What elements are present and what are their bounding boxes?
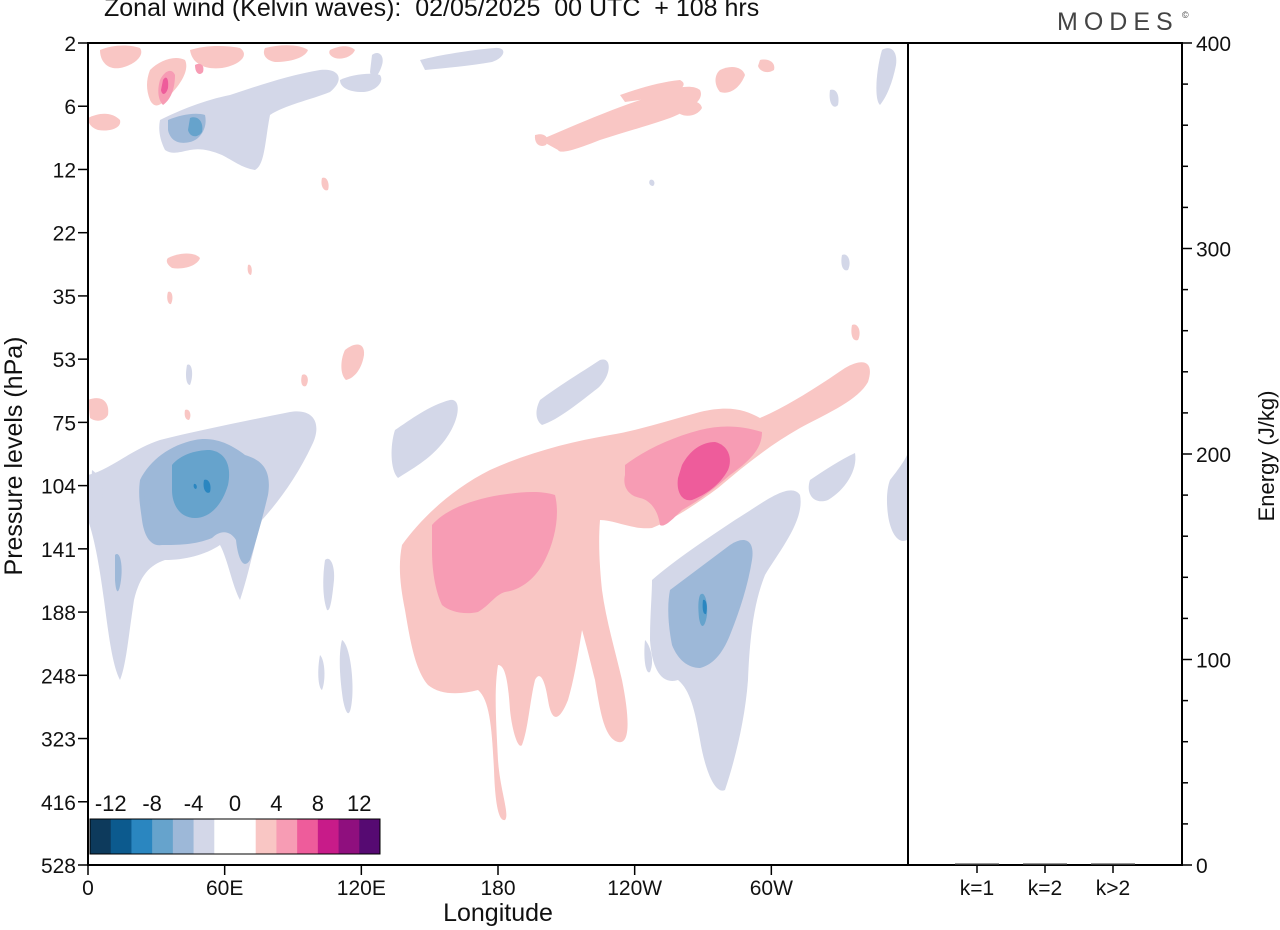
brand-logo: MODES xyxy=(1057,8,1179,36)
colorbar-label: 0 xyxy=(229,791,241,816)
y-tick-label: 12 xyxy=(53,159,76,182)
y-tick-label: 6 xyxy=(64,96,76,119)
colorbar-swatch xyxy=(214,819,236,854)
brand-copyright-mark: © xyxy=(1182,10,1189,20)
x-tick-label: 120W xyxy=(607,877,662,900)
longitude-axis: 0 60E 120E 180 120W 60W xyxy=(82,865,793,900)
energy-category-label: k=1 xyxy=(960,877,994,900)
colorbar: -12 -8 -4 0 4 8 12 xyxy=(89,791,381,855)
x-tick-label: 60E xyxy=(206,877,243,900)
y-tick-label: 141 xyxy=(41,539,76,562)
x-tick-label: 0 xyxy=(82,877,94,900)
x-tick-label: 120E xyxy=(337,877,386,900)
x-tick-label: 180 xyxy=(480,877,515,900)
colorbar-swatch xyxy=(359,819,381,854)
colorbar-frame xyxy=(89,818,381,855)
y-tick-label: 35 xyxy=(53,286,76,309)
energy-bar xyxy=(1023,863,1067,865)
energy-tick-label: 200 xyxy=(1196,444,1231,467)
y-tick-label: 248 xyxy=(41,665,76,688)
colorbar-label: -12 xyxy=(95,791,127,816)
colorbar-swatch xyxy=(193,819,215,854)
y-tick-label: 75 xyxy=(53,412,76,435)
contour-negative-core xyxy=(193,479,707,615)
energy-tick-label: 400 xyxy=(1196,33,1231,56)
energy-axis: 0 100 200 300 400 xyxy=(1182,33,1231,878)
y-tick-label: 2 xyxy=(64,33,76,56)
energy-bar xyxy=(955,863,999,865)
y-tick-label: 22 xyxy=(53,223,76,246)
colorbar-swatch xyxy=(110,819,132,854)
energy-bars: k=1 k=2 k>2 xyxy=(955,863,1135,900)
colorbar-swatch xyxy=(255,819,277,854)
colorbar-label: 8 xyxy=(312,791,324,816)
colorbar-label: 12 xyxy=(347,791,371,816)
energy-bar xyxy=(1091,863,1135,865)
colorbar-label: 4 xyxy=(270,791,282,816)
x-axis-label: Longitude xyxy=(443,899,553,927)
colorbar-swatch xyxy=(235,819,257,854)
y-axis-label: Pressure levels (hPa) xyxy=(0,337,28,576)
contour-positive-strong xyxy=(161,77,730,501)
y-tick-label: 528 xyxy=(41,855,76,878)
energy-tick-label: 300 xyxy=(1196,239,1231,262)
y-tick-label: 188 xyxy=(41,602,76,625)
energy-frame xyxy=(907,42,1183,866)
chart-title: Zonal wind (Kelvin waves): 02/05/2025 00… xyxy=(104,0,760,22)
colorbar-swatch xyxy=(297,819,319,854)
energy-tick-label: 100 xyxy=(1196,650,1231,673)
energy-category-label: k=2 xyxy=(1028,877,1062,900)
contour-field xyxy=(88,45,907,821)
pressure-axis: 2 6 12 22 35 53 75 104 141 188 248 323 416 528 xyxy=(41,33,88,878)
colorbar-swatch xyxy=(317,819,339,854)
y-tick-label: 416 xyxy=(41,792,76,815)
colorbar-swatch xyxy=(338,819,360,854)
colorbar-label: -8 xyxy=(142,791,162,816)
colorbar-swatch xyxy=(131,819,153,854)
y-tick-label: 323 xyxy=(41,729,76,752)
colorbar-swatch xyxy=(152,819,174,854)
energy-axis-label: Energy (J/kg) xyxy=(1254,391,1279,522)
colorbar-swatch xyxy=(90,819,112,854)
colorbar-swatch xyxy=(172,819,194,854)
y-tick-label: 53 xyxy=(53,349,76,372)
colorbar-label: -4 xyxy=(184,791,204,816)
x-tick-label: 60W xyxy=(750,877,793,900)
y-tick-label: 104 xyxy=(41,476,76,499)
colorbar-swatch xyxy=(276,819,298,854)
energy-category-label: k>2 xyxy=(1096,877,1130,900)
energy-tick-label: 0 xyxy=(1196,855,1208,878)
